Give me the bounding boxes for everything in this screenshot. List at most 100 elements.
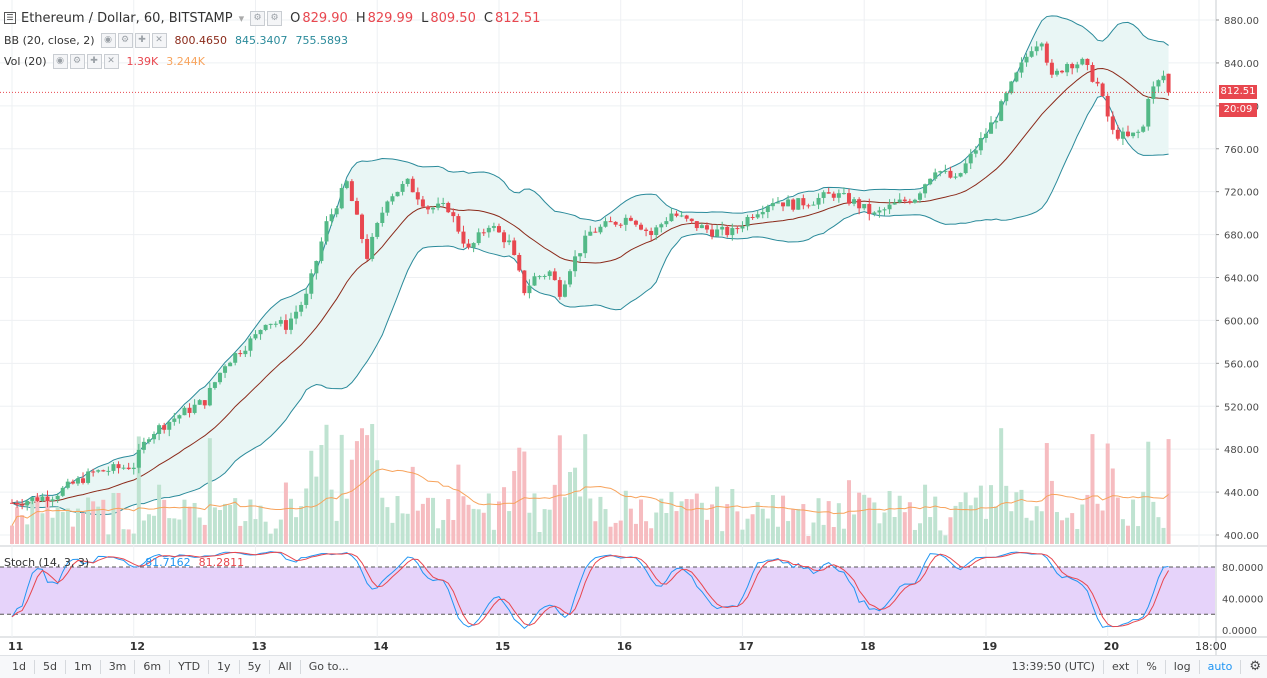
range-button-6m[interactable]: 6m [143, 660, 162, 673]
range-button-1y[interactable]: 1y [217, 660, 231, 673]
stoch-tick-label: 40.0000 [1222, 595, 1263, 606]
stoch-name[interactable]: Stoch (14, 3, 3) [4, 555, 90, 569]
symbol-title[interactable]: Ethereum / Dollar, 60, BITSTAMP [21, 10, 233, 26]
option-percent[interactable]: % [1146, 660, 1157, 673]
candle-body [1054, 70, 1059, 75]
vol-name[interactable]: Vol (20) [4, 54, 47, 68]
volume-bar [466, 504, 471, 544]
volume-bar [258, 505, 263, 544]
candle-body [385, 201, 390, 213]
range-button-ytd[interactable]: YTD [178, 660, 201, 673]
volume-bar [121, 529, 126, 544]
volume-bar [294, 517, 299, 544]
range-button-3m[interactable]: 3m [108, 660, 127, 673]
volume-bar [978, 485, 983, 544]
chevron-down-icon[interactable]: ▾ [238, 11, 245, 25]
candle-body [1009, 81, 1014, 94]
close-icon[interactable]: ✕ [103, 53, 119, 69]
more-icon[interactable]: ✚ [86, 53, 102, 69]
goto-button[interactable]: Go to... [308, 660, 349, 673]
candle-body [684, 215, 689, 219]
range-button-5y[interactable]: 5y [247, 660, 262, 673]
candle-body [1100, 83, 1105, 96]
candle-body [96, 470, 101, 472]
settings-icon[interactable]: ⚙ [117, 32, 133, 48]
candle-body [339, 188, 344, 209]
volume-bar [639, 499, 644, 544]
volume-bar [400, 513, 405, 544]
volume-bar [948, 517, 953, 544]
volume-bar [136, 436, 141, 544]
stoch-k: 81.7162 [145, 555, 191, 569]
candle-body [532, 276, 537, 286]
chart-canvas[interactable]: 880.00840.00800.00760.00720.00680.00640.… [0, 0, 1267, 655]
candle-body [750, 216, 755, 218]
volume-bar [349, 459, 354, 544]
volume-bar [877, 523, 882, 544]
volume-bar [212, 507, 217, 544]
volume-bar [659, 498, 664, 544]
volume-bar [989, 485, 994, 544]
volume-bar [1105, 443, 1110, 544]
volume-bar [633, 523, 638, 544]
candle-body [446, 202, 451, 213]
volume-bar [953, 505, 958, 544]
option-log[interactable]: log [1173, 660, 1191, 673]
volume-bar [344, 498, 349, 544]
candle-body [857, 199, 862, 209]
volume-bar [1090, 434, 1095, 544]
candle-body [273, 323, 278, 325]
candle-body [806, 205, 811, 207]
candle-body [40, 496, 45, 501]
volume-bar [106, 534, 111, 544]
menu-icon[interactable]: ☰ [4, 12, 16, 24]
settings-icon[interactable]: ⚙ [250, 10, 266, 26]
candle-body [248, 338, 253, 351]
candle-body [755, 214, 760, 218]
bb-name[interactable]: BB (20, close, 2) [4, 33, 95, 47]
volume-bar [512, 470, 517, 544]
candle-body [491, 226, 496, 228]
eye-icon[interactable]: ◉ [100, 32, 116, 48]
volume-bar [613, 522, 618, 544]
volume-bar [765, 518, 770, 544]
volume-bar [111, 492, 116, 544]
price-tick-label: 840.00 [1224, 59, 1259, 70]
volume-bar [841, 528, 846, 544]
volume-bar [567, 471, 572, 544]
option-ext[interactable]: ext [1111, 660, 1130, 673]
volume-bar [309, 450, 314, 544]
eye-icon[interactable]: ◉ [52, 53, 68, 69]
time-tick-label: 14 [373, 640, 389, 653]
candle-body [963, 163, 968, 174]
settings-icon[interactable]: ⚙ [69, 53, 85, 69]
candle-body [60, 487, 65, 496]
settings-icon-2[interactable]: ⚙ [267, 10, 283, 26]
volume-bar [907, 502, 912, 544]
gear-icon[interactable]: ⚙ [1249, 659, 1261, 674]
range-button-1m[interactable]: 1m [73, 660, 92, 673]
volume-bar [324, 424, 329, 544]
candle-body [578, 253, 583, 257]
stoch-legend: Stoch (14, 3, 3) 81.7162 81.2811 [4, 554, 252, 570]
volume-bar [476, 509, 481, 544]
volume-bar [1044, 443, 1049, 544]
range-button-all[interactable]: All [278, 660, 292, 673]
volume-bar [654, 512, 659, 544]
volume-bar [588, 498, 593, 544]
volume-bar [862, 494, 867, 544]
candle-body [162, 425, 167, 430]
candle-body [116, 464, 121, 469]
more-icon[interactable]: ✚ [134, 32, 150, 48]
candle-body [588, 231, 593, 236]
volume-bar [694, 493, 699, 544]
candle-body [831, 193, 836, 198]
option-auto[interactable]: auto [1207, 660, 1233, 673]
volume-bar [517, 447, 522, 544]
close-icon[interactable]: ✕ [151, 32, 167, 48]
candle-body [537, 276, 542, 278]
candle-body [841, 193, 846, 195]
range-button-1d[interactable]: 1d [12, 660, 26, 673]
range-button-5d[interactable]: 5d [42, 660, 57, 673]
volume-bar [385, 507, 390, 544]
